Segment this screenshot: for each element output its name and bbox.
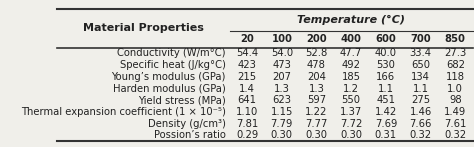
Text: 7.79: 7.79 (271, 119, 293, 129)
Text: 423: 423 (237, 60, 256, 70)
Text: 47.7: 47.7 (340, 48, 362, 58)
Text: 1.1: 1.1 (378, 83, 394, 93)
Text: 1.46: 1.46 (410, 107, 432, 117)
Text: Temperature (°C): Temperature (°C) (297, 15, 405, 25)
Text: 98: 98 (449, 95, 462, 105)
Text: 54.0: 54.0 (271, 48, 293, 58)
Text: 1.49: 1.49 (444, 107, 466, 117)
Text: 623: 623 (272, 95, 292, 105)
Text: 530: 530 (376, 60, 395, 70)
Text: 7.81: 7.81 (236, 119, 258, 129)
Text: 0.30: 0.30 (340, 130, 362, 140)
Text: 0.31: 0.31 (375, 130, 397, 140)
Text: 1.3: 1.3 (274, 83, 290, 93)
Text: 20: 20 (240, 34, 254, 44)
Text: Thermal expansion coefficient (1 × 10⁻⁵): Thermal expansion coefficient (1 × 10⁻⁵) (21, 107, 226, 117)
Text: 204: 204 (307, 72, 326, 82)
Text: 492: 492 (342, 60, 361, 70)
Text: 478: 478 (307, 60, 326, 70)
Text: 597: 597 (307, 95, 326, 105)
Text: 400: 400 (341, 34, 362, 44)
Text: 1.4: 1.4 (239, 83, 255, 93)
Text: 118: 118 (446, 72, 465, 82)
Text: 650: 650 (411, 60, 430, 70)
Text: Harden modulus (GPa): Harden modulus (GPa) (113, 83, 226, 93)
Text: 7.66: 7.66 (410, 119, 432, 129)
Text: 700: 700 (410, 34, 431, 44)
Text: Conductivity (W/m°C): Conductivity (W/m°C) (117, 48, 226, 58)
Text: 1.1: 1.1 (412, 83, 428, 93)
Text: Material Properties: Material Properties (83, 23, 204, 33)
Text: 0.32: 0.32 (444, 130, 466, 140)
Text: 0.29: 0.29 (236, 130, 258, 140)
Text: 1.15: 1.15 (271, 107, 293, 117)
Text: Young’s modulus (GPa): Young’s modulus (GPa) (111, 72, 226, 82)
Text: 7.61: 7.61 (444, 119, 466, 129)
Text: 850: 850 (445, 34, 465, 44)
Text: 0.32: 0.32 (410, 130, 432, 140)
Text: 27.3: 27.3 (444, 48, 466, 58)
Text: 1.22: 1.22 (305, 107, 328, 117)
Text: 451: 451 (376, 95, 395, 105)
Text: 207: 207 (272, 72, 292, 82)
Text: 166: 166 (376, 72, 395, 82)
Text: Possion’s ratio: Possion’s ratio (154, 130, 226, 140)
Text: 40.0: 40.0 (375, 48, 397, 58)
Text: 100: 100 (271, 34, 292, 44)
Text: 1.2: 1.2 (343, 83, 359, 93)
Text: 600: 600 (375, 34, 396, 44)
Text: 134: 134 (411, 72, 430, 82)
Text: 33.4: 33.4 (410, 48, 431, 58)
Text: 200: 200 (306, 34, 327, 44)
Text: 1.3: 1.3 (309, 83, 324, 93)
Text: 1.37: 1.37 (340, 107, 362, 117)
Text: Specific heat (J/kg°C): Specific heat (J/kg°C) (120, 60, 226, 70)
Text: 7.69: 7.69 (374, 119, 397, 129)
Text: 54.4: 54.4 (236, 48, 258, 58)
Text: 7.77: 7.77 (305, 119, 328, 129)
Text: 0.30: 0.30 (306, 130, 328, 140)
Text: 1.0: 1.0 (447, 83, 463, 93)
Text: 682: 682 (446, 60, 465, 70)
Text: 550: 550 (342, 95, 361, 105)
Text: Yield stress (MPa): Yield stress (MPa) (138, 95, 226, 105)
Text: 473: 473 (273, 60, 291, 70)
Text: 275: 275 (411, 95, 430, 105)
Text: 215: 215 (237, 72, 257, 82)
Text: 1.10: 1.10 (236, 107, 258, 117)
Text: Density (g/cm³): Density (g/cm³) (148, 119, 226, 129)
Text: 52.8: 52.8 (305, 48, 328, 58)
Text: 0.30: 0.30 (271, 130, 293, 140)
Text: 7.72: 7.72 (340, 119, 363, 129)
Text: 641: 641 (237, 95, 256, 105)
Text: 185: 185 (342, 72, 361, 82)
Text: 1.42: 1.42 (375, 107, 397, 117)
